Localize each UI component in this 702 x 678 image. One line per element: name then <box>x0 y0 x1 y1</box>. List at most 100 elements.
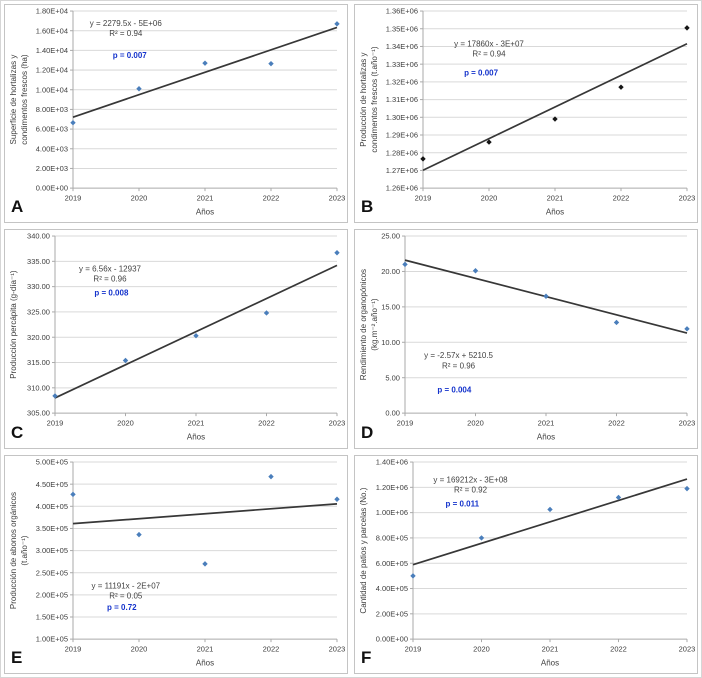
svg-text:1.34E+06: 1.34E+06 <box>386 42 418 51</box>
svg-text:y = 169212x - 3E+08: y = 169212x - 3E+08 <box>433 475 508 484</box>
svg-text:p = 0.72: p = 0.72 <box>107 603 137 612</box>
panel-f: 0.00E+00 2.00E+05 4.00E+05 6.00E+05 8.00E+05… <box>354 454 698 674</box>
svg-text:335.00: 335.00 <box>27 257 50 266</box>
svg-text:2021: 2021 <box>542 644 559 653</box>
svg-text:2022: 2022 <box>263 194 280 203</box>
svg-text:1.31E+06: 1.31E+06 <box>386 95 418 104</box>
svg-text:y = 2279.5x - 5E+06: y = 2279.5x - 5E+06 <box>90 19 163 28</box>
svg-text:Años: Años <box>546 207 564 216</box>
panel-d-letter: D <box>361 422 374 442</box>
panel-b-letter: B <box>361 197 374 217</box>
svg-text:2021: 2021 <box>197 644 214 653</box>
svg-text:0.00E+00: 0.00E+00 <box>376 634 408 643</box>
svg-text:1.35E+06: 1.35E+06 <box>386 24 418 33</box>
svg-text:310.00: 310.00 <box>27 384 50 393</box>
svg-text:2022: 2022 <box>263 644 280 653</box>
svg-text:p = 0.004: p = 0.004 <box>437 386 472 395</box>
svg-text:2.00E+05: 2.00E+05 <box>376 609 408 618</box>
svg-text:1.20E+06: 1.20E+06 <box>376 483 408 492</box>
svg-text:2023: 2023 <box>329 644 346 653</box>
svg-text:330.00: 330.00 <box>27 283 50 292</box>
svg-text:1.29E+06: 1.29E+06 <box>386 131 418 140</box>
svg-text:2022: 2022 <box>258 419 275 428</box>
panel-f-letter: F <box>361 647 372 667</box>
svg-text:2022: 2022 <box>608 419 625 428</box>
svg-text:1.40E+04: 1.40E+04 <box>36 46 68 55</box>
svg-text:8.00E+05: 8.00E+05 <box>376 533 408 542</box>
svg-text:2023: 2023 <box>679 194 696 203</box>
svg-text:1.00E+05: 1.00E+05 <box>36 634 68 643</box>
svg-text:2.00E+03: 2.00E+03 <box>36 164 68 173</box>
svg-text:2021: 2021 <box>197 194 214 203</box>
svg-text:Producción percápita (g-día⁻¹): Producción percápita (g-día⁻¹) <box>9 270 18 379</box>
svg-text:Años: Años <box>196 207 214 216</box>
svg-text:8.00E+03: 8.00E+03 <box>36 105 68 114</box>
svg-text:R² = 0.05: R² = 0.05 <box>109 591 143 600</box>
chart-c-scatter: 305.00 310.00 315.00 320.00 325.00 330.00 335.… <box>9 232 346 442</box>
panel-e-letter: E <box>11 647 23 667</box>
svg-text:Rendimiento de organopónicos: Rendimiento de organopónicos <box>359 269 368 380</box>
svg-text:2019: 2019 <box>397 419 414 428</box>
svg-text:2019: 2019 <box>47 419 64 428</box>
svg-text:1.20E+04: 1.20E+04 <box>36 66 68 75</box>
panel-d: 0.00 5.00 10.00 15.00 20.00 25.00 2019 2020 2021… <box>354 229 698 449</box>
svg-text:20.00: 20.00 <box>381 267 400 276</box>
svg-text:2019: 2019 <box>65 194 82 203</box>
svg-text:15.00: 15.00 <box>381 303 400 312</box>
svg-text:Producción de abonos orgánicos: Producción de abonos orgánicos <box>9 492 18 609</box>
svg-text:1.80E+04: 1.80E+04 <box>36 7 68 16</box>
svg-text:5.00E+05: 5.00E+05 <box>36 457 68 466</box>
svg-text:1.00E+04: 1.00E+04 <box>36 85 68 94</box>
chart-a-scatter: 0.00E+00 2.00E+03 4.00E+03 6.00E+03 8.00E+03… <box>9 7 345 217</box>
svg-text:1.26E+06: 1.26E+06 <box>386 184 418 193</box>
svg-text:y = -2.57x + 5210.5: y = -2.57x + 5210.5 <box>424 352 493 361</box>
svg-text:2019: 2019 <box>405 644 422 653</box>
svg-text:R² = 0.94: R² = 0.94 <box>109 29 143 38</box>
svg-text:p = 0.011: p = 0.011 <box>446 499 480 508</box>
svg-text:2019: 2019 <box>65 644 82 653</box>
svg-text:Años: Años <box>196 658 214 667</box>
svg-text:Superficie de hortalizas y: Superficie de hortalizas y <box>9 55 18 145</box>
svg-text:R² = 0.96: R² = 0.96 <box>93 275 127 284</box>
panel-e: 1.00E+05 1.50E+05 2.00E+05 2.50E+05 3.00E+05… <box>4 454 348 674</box>
panel-a-letter: A <box>11 197 24 217</box>
svg-text:2022: 2022 <box>613 194 630 203</box>
svg-text:4.00E+05: 4.00E+05 <box>36 502 68 511</box>
svg-text:2022: 2022 <box>610 644 627 653</box>
svg-text:1.33E+06: 1.33E+06 <box>386 60 418 69</box>
svg-text:1.32E+06: 1.32E+06 <box>386 77 418 86</box>
svg-text:p = 0.008: p = 0.008 <box>94 289 129 298</box>
svg-text:R² = 0.94: R² = 0.94 <box>472 49 506 58</box>
svg-text:2023: 2023 <box>329 419 346 428</box>
svg-text:1.50E+05: 1.50E+05 <box>36 612 68 621</box>
svg-text:2.50E+05: 2.50E+05 <box>36 568 68 577</box>
svg-text:6.00E+05: 6.00E+05 <box>376 558 408 567</box>
svg-text:2021: 2021 <box>547 194 564 203</box>
svg-text:1.40E+06: 1.40E+06 <box>376 457 408 466</box>
svg-text:340.00: 340.00 <box>27 232 50 241</box>
svg-text:3.00E+05: 3.00E+05 <box>36 546 68 555</box>
svg-text:325.00: 325.00 <box>27 308 50 317</box>
svg-text:320.00: 320.00 <box>27 333 50 342</box>
chart-e-scatter: 1.00E+05 1.50E+05 2.00E+05 2.50E+05 3.00E+05… <box>9 457 346 667</box>
panel-c: 305.00 310.00 315.00 320.00 325.00 330.00 335.… <box>4 229 348 449</box>
svg-text:Años: Años <box>541 658 559 667</box>
svg-text:1.28E+06: 1.28E+06 <box>386 148 418 157</box>
svg-text:Cantidad de patios y parcelas: Cantidad de patios y parcelas (No.) <box>359 487 368 613</box>
svg-text:0.00: 0.00 <box>385 409 400 418</box>
svg-text:4.00E+03: 4.00E+03 <box>36 144 68 153</box>
svg-text:2019: 2019 <box>415 194 432 203</box>
svg-text:25.00: 25.00 <box>381 232 400 241</box>
svg-text:2020: 2020 <box>131 644 148 653</box>
svg-text:4.00E+05: 4.00E+05 <box>376 584 408 593</box>
svg-text:2.00E+05: 2.00E+05 <box>36 590 68 599</box>
svg-text:p = 0.007: p = 0.007 <box>113 51 148 60</box>
svg-text:2020: 2020 <box>481 194 498 203</box>
svg-text:2020: 2020 <box>473 644 490 653</box>
svg-text:1.27E+06: 1.27E+06 <box>386 166 418 175</box>
svg-text:Años: Años <box>187 433 205 442</box>
svg-text:2023: 2023 <box>679 419 696 428</box>
svg-text:2023: 2023 <box>679 644 696 653</box>
svg-text:0.00E+00: 0.00E+00 <box>36 184 68 193</box>
svg-text:2020: 2020 <box>467 419 484 428</box>
